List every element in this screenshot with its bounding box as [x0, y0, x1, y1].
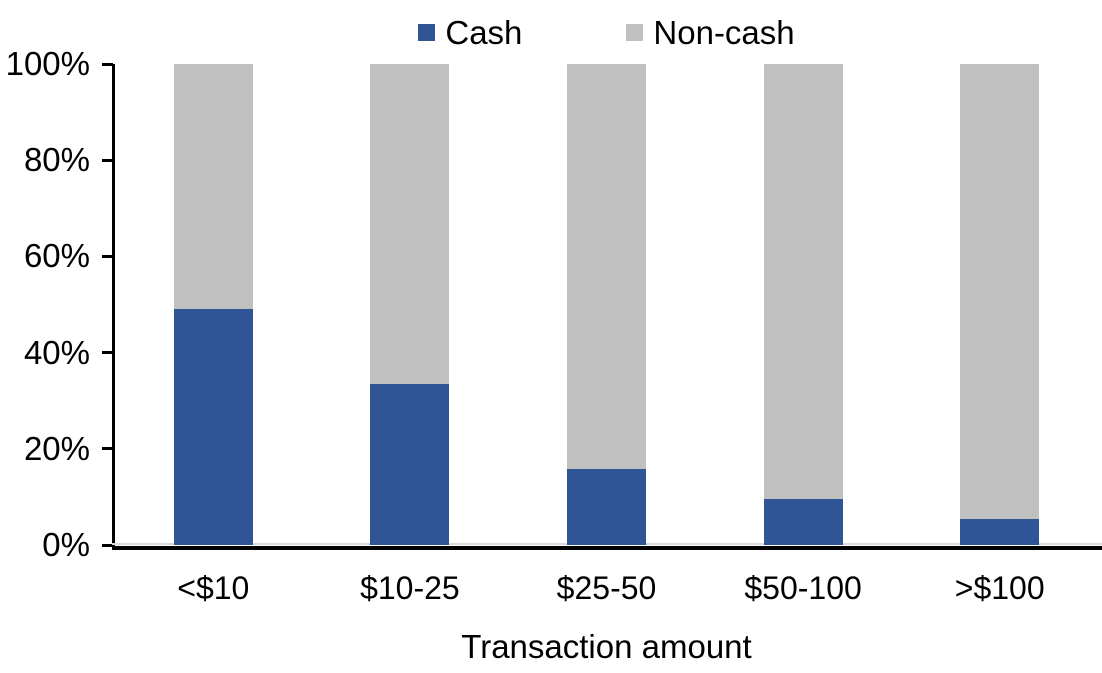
bar-segment-cash — [763, 498, 843, 545]
x-tick-label: $50-100 — [744, 570, 862, 606]
bar-segment-cash — [960, 519, 1040, 545]
legend-label-cash: Cash — [445, 13, 523, 51]
x-axis-title: Transaction amount — [461, 628, 752, 665]
y-tick-label: 0% — [42, 526, 90, 563]
y-tick-label: 100% — [5, 45, 90, 82]
x-tick-label: $25-50 — [556, 570, 657, 606]
bar — [763, 64, 843, 545]
cash-swatch-icon — [418, 23, 436, 41]
bar-segment-cash — [173, 309, 253, 545]
y-tick-label: 60% — [23, 237, 90, 275]
bar — [960, 64, 1040, 545]
y-tick-mark — [102, 158, 113, 162]
x-axis-line — [112, 546, 1102, 550]
legend-label-non-cash: Non-cash — [653, 13, 795, 51]
legend-item-non-cash: Non-cash — [626, 13, 795, 51]
bar-segment-non-cash — [567, 64, 646, 470]
bar-segment-non-cash — [960, 64, 1040, 520]
non-cash-swatch-icon — [626, 23, 644, 41]
legend-item-cash: Cash — [418, 16, 522, 49]
bar — [567, 64, 646, 545]
legend: Cash Non-cash — [115, 12, 1098, 52]
bar-segment-cash — [567, 469, 646, 545]
y-tick-mark — [102, 62, 113, 66]
y-tick-mark — [102, 543, 113, 547]
bar-segment-cash — [370, 383, 450, 545]
x-tick-label: $10-25 — [360, 570, 460, 606]
y-tick-mark — [102, 254, 113, 258]
bar-segment-non-cash — [763, 64, 843, 499]
bar-segment-non-cash — [370, 64, 450, 384]
y-tick-mark — [102, 351, 113, 355]
y-tick-label: 20% — [23, 429, 90, 467]
bar — [370, 64, 450, 545]
y-tick-label: 40% — [23, 333, 90, 371]
y-axis-line — [112, 64, 115, 550]
y-tick-mark — [102, 447, 113, 451]
x-tick-label: >$100 — [954, 570, 1045, 606]
bar-segment-non-cash — [173, 64, 253, 310]
x-tick-label: <$10 — [177, 570, 250, 606]
bar — [173, 64, 253, 545]
y-tick-label: 80% — [23, 141, 90, 179]
